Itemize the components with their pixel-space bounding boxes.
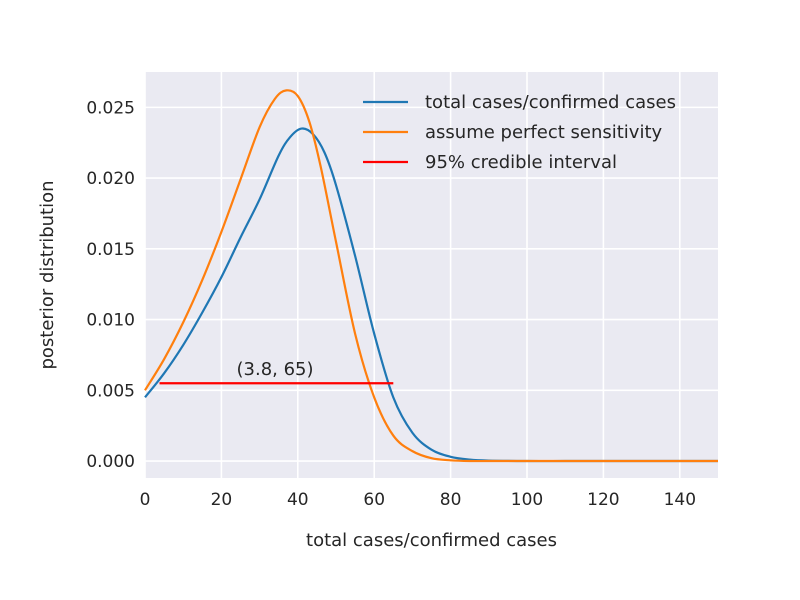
plot-area [145, 72, 718, 478]
credible-interval-label: (3.8, 65) [237, 359, 314, 380]
y-axis-label: posterior distribution [37, 180, 58, 369]
credible-interval: (3.8, 65) [159, 359, 394, 385]
legend-label-0: total cases/confirmed cases [425, 92, 676, 113]
legend: total cases/confirmed cases assume perfec… [363, 92, 676, 173]
x-tick-label: 40 [287, 490, 309, 510]
x-tick-label: 120 [587, 490, 619, 510]
y-tick-label: 0.020 [86, 169, 135, 189]
tick-labels: 0 20 40 60 80 100 120 140 0.000 0.005 0.010 0.015 0.… [86, 98, 696, 510]
x-tick-label: 60 [363, 490, 385, 510]
legend-label-1: assume perfect sensitivity [425, 122, 663, 143]
y-tick-label: 0.010 [86, 311, 135, 331]
x-tick-label: 80 [440, 490, 462, 510]
x-tick-label: 140 [664, 490, 696, 510]
grid [144, 72, 718, 478]
y-tick-label: 0.000 [86, 452, 135, 472]
series-lines [144, 89, 718, 463]
legend-label-2: 95% credible interval [425, 152, 617, 173]
y-tick-label: 0.005 [86, 381, 135, 401]
y-tick-label: 0.025 [86, 98, 135, 118]
y-tick-label: 0.015 [86, 240, 135, 260]
x-tick-label: 100 [511, 490, 543, 510]
x-tick-label: 0 [140, 490, 151, 510]
series-line-1 [144, 89, 718, 463]
x-axis-label: total cases/confirmed cases [306, 530, 557, 551]
x-tick-label: 20 [211, 490, 233, 510]
